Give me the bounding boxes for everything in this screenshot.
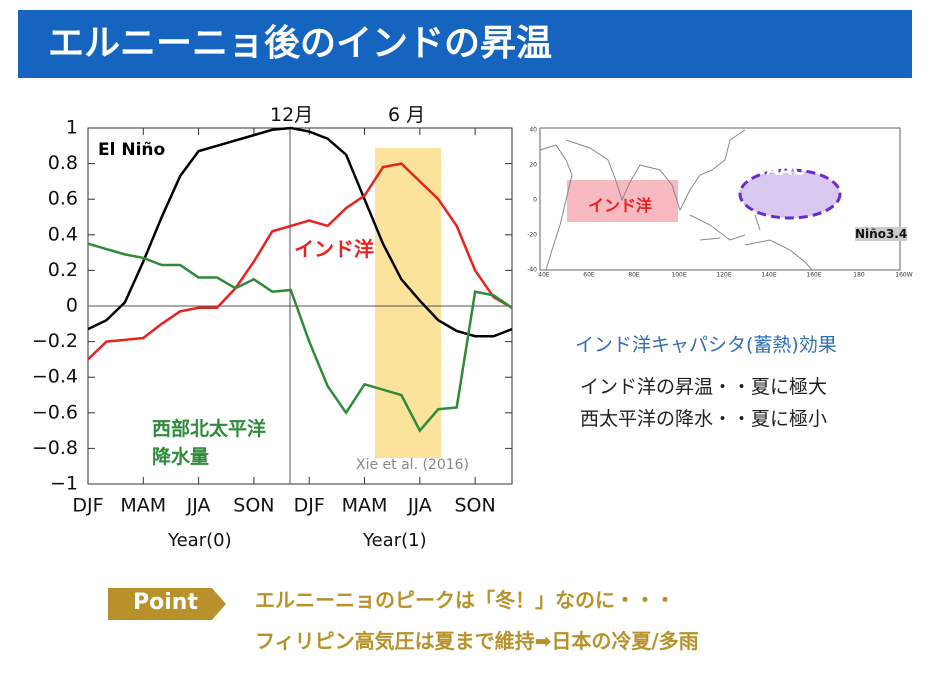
annotation: 12月 [270,104,314,126]
point-line: フィリピン高気圧は夏まで維持➡日本の冷夏/多雨 [255,629,699,653]
y-tick-label: 0 [66,295,78,317]
annotation: Xie et al. (2016) [356,457,470,473]
y-tick-label: 1 [66,117,78,139]
y-tick-label: −0.6 [32,401,78,423]
map-lat-label: -40 [527,267,537,274]
map-lon-label: 80E [628,272,640,279]
y-tick-label: −0.4 [32,366,78,388]
x-tick-label: MAM [120,495,166,517]
map-lon-label: 160W [895,272,912,279]
y-tick-label: 0.2 [48,259,78,281]
point-badge [108,588,226,620]
x-tick-label: MAM [342,495,388,517]
map-lon-label: 140E [761,272,776,279]
x-tick-label: DJF [294,495,325,517]
map-lat-label: 40 [529,127,537,134]
notes-line: インド洋の昇温・・夏に極大 [580,376,828,398]
map-label: インド洋 [588,196,653,215]
x-tick-label: DJF [72,495,103,517]
x-tick-label: JJA [186,495,211,517]
map-lon-label: 100E [671,272,686,279]
annotation: Year(1) [363,530,427,551]
map-lon-label: 120E [716,272,731,279]
y-tick-label: −0.2 [32,330,78,352]
coastline [539,129,813,271]
map-lat-label: 20 [529,162,537,169]
map-lon-label: 60E [583,272,595,279]
x-tick-label: SON [455,495,496,517]
map-label: AAC [766,160,805,180]
y-tick-label: −1 [50,473,78,495]
map-lon-label: 40E [538,272,550,279]
map-lon-label: 180 [853,272,865,279]
series-label: インド洋 [294,237,374,261]
slide-title: エルニーニョ後のインドの昇温 [48,23,553,64]
aac-ellipse [738,168,842,220]
x-tick-label: JJA [407,495,432,517]
series-line [87,162,513,361]
notes-line: 西太平洋の降水・・夏に極小 [580,408,828,430]
indian-ocean-box [567,180,678,222]
annotation: Year(0) [168,530,232,551]
series-label: El Niño [98,140,166,160]
map-lat-label: -20 [527,232,537,239]
y-tick-label: 0.6 [48,188,78,210]
x-tick-label: SON [233,495,274,517]
y-tick-label: −0.8 [32,437,78,459]
map-lon-label: 160E [806,272,821,279]
series-line [87,242,513,433]
point-badge-text: Point [133,590,198,615]
annotation: 6 月 [388,104,426,126]
series-line [87,126,513,338]
y-tick-label: 0.8 [48,152,78,174]
map [539,127,901,271]
title-bar [18,10,912,78]
point-line: エルニーニョのピークは「冬！」なのに・・・ [255,588,675,612]
y-tick-label: 0.4 [48,223,78,245]
map-lat-label: 0 [533,197,537,204]
notes-heading: インド洋キャパシタ(蓄熱)効果 [575,334,837,356]
highlight-band [375,148,441,458]
series-label: 西部北太平洋降水量 [152,418,267,468]
map-label: Niño3.4 [855,227,908,241]
